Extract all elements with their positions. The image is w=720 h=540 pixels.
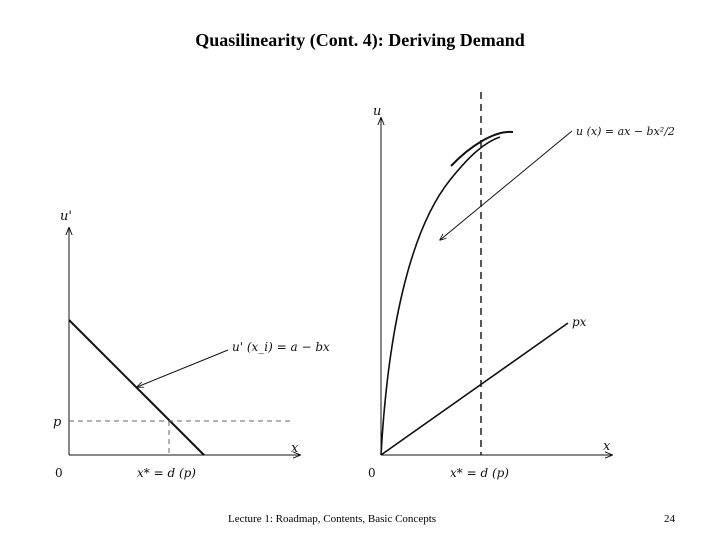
right-origin-label: 0	[368, 466, 376, 480]
left-chart: u' x 0 p x* = d (p) u' (x_i) = a − bx	[53, 209, 330, 480]
marginal-utility-line	[68, 319, 205, 456]
utility-function-label: u (x) = ax − bx²/2	[576, 125, 675, 138]
footer-text: Lecture 1: Roadmap, Contents, Basic Conc…	[228, 513, 437, 525]
slide-title: Quasilinearity (Cont. 4): Deriving Deman…	[195, 30, 525, 50]
left-annotation-arrow	[137, 349, 229, 387]
right-annotation-arrow	[440, 130, 573, 240]
right-y-axis-label: u	[373, 104, 381, 119]
left-x-axis-label: x	[291, 441, 299, 456]
right-quantity-label: x* = d (p)	[450, 466, 509, 480]
tangent-segment	[450, 130, 514, 167]
marginal-utility-label: u' (x_i) = a − bx	[232, 340, 330, 354]
expenditure-line-label: px	[572, 315, 587, 329]
left-y-axis-label: u'	[60, 209, 72, 224]
expenditure-line	[380, 322, 569, 456]
utility-curve	[380, 136, 501, 456]
right-chart: u x 0 x* = d (p) u (x) = ax − bx²/2 px	[368, 92, 675, 480]
left-origin-label: 0	[55, 466, 63, 480]
page-number: 24	[664, 513, 675, 525]
right-x-axis-label: x	[603, 439, 611, 454]
left-quantity-label: x* = d (p)	[137, 466, 196, 480]
left-price-label: p	[53, 415, 62, 430]
